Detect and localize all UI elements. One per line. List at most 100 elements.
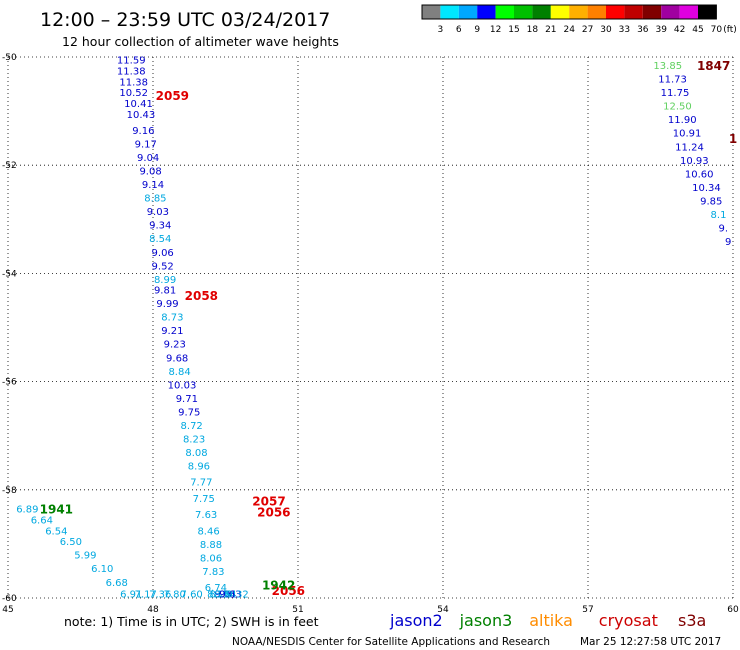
colorbar-swatch <box>422 5 441 19</box>
wave-height-point: 10.03 <box>168 380 197 391</box>
colorbar-swatch <box>440 5 459 19</box>
colorbar-label: 33 <box>619 25 630 35</box>
track-time-label: 2057 <box>252 495 285 509</box>
y-tick-label: -54 <box>2 269 17 279</box>
wave-height-point: 9.21 <box>161 326 183 337</box>
wave-height-point: 7.63 <box>195 510 217 521</box>
track-time-label: 1847 <box>697 59 730 73</box>
colorbar-swatch <box>514 5 533 19</box>
wave-height-point: 9.17 <box>135 140 157 151</box>
wave-height-point: 9.34 <box>149 221 171 232</box>
colorbar-label: 18 <box>527 25 539 35</box>
footer-timestamp: Mar 25 12:27:58 UTC 2017 <box>580 636 721 648</box>
x-tick-label: 48 <box>147 605 159 615</box>
wave-height-point: 8.99 <box>154 275 176 286</box>
colorbar-swatch <box>624 5 643 19</box>
wave-height-point: 8.96 <box>188 461 210 472</box>
footer-credit: NOAA/NESDIS Center for Satellite Applica… <box>232 636 550 648</box>
legend-jason2: jason2 <box>389 611 443 630</box>
colorbar-label: 15 <box>508 25 519 35</box>
wave-height-point: 7.77 <box>190 478 212 489</box>
colorbar-label: 42 <box>674 25 685 35</box>
y-tick-label: -60 <box>2 594 17 604</box>
wave-height-point: 9.14 <box>142 180 164 191</box>
wave-height-point: 7.17 <box>135 590 157 601</box>
colorbar-swatch <box>661 5 680 19</box>
wave-height-point: 9.23 <box>164 340 186 351</box>
wave-height-point: 8.15 <box>207 590 229 601</box>
colorbar-label: 24 <box>563 25 575 35</box>
wave-height-point: 7.83 <box>202 567 224 578</box>
wave-height-point: 10.93 <box>680 156 709 167</box>
wave-height-point: 11.73 <box>658 75 687 86</box>
wave-height-point: 8.72 <box>181 421 203 432</box>
colorbar-swatch <box>550 5 570 19</box>
data-points: 11.5911.3811.3810.5210.4110.439.169.179.… <box>16 56 731 601</box>
wave-height-point: 11.38 <box>117 67 146 78</box>
colorbar-label: 6 <box>456 25 462 35</box>
wave-height-point: 9.85 <box>700 196 722 207</box>
track-time-label: 2058 <box>185 289 218 303</box>
y-tick-label: -50 <box>2 53 17 63</box>
colorbar-swatch <box>495 5 514 19</box>
wave-height-point: 11.90 <box>668 115 697 126</box>
legend-altika: altika <box>529 611 573 630</box>
wave-height-point: 6.68 <box>106 578 128 589</box>
colorbar-label: 45 <box>692 25 703 35</box>
wave-height-point: 8.84 <box>168 367 190 378</box>
colorbar-label: 30 <box>600 25 612 35</box>
x-tick-label: 45 <box>2 605 13 615</box>
wave-height-point: 10.52 <box>119 88 148 99</box>
track-time-label: 1941 <box>40 503 73 517</box>
wave-height-point: 8.88 <box>200 540 222 551</box>
wave-height-point: 9.63 <box>219 590 241 601</box>
axis-ticks: 45 48 51 54 57 60 -50 -52 -54 -56 -58 -60 <box>2 53 739 615</box>
wave-height-point: 11.24 <box>675 142 704 153</box>
colorbar-label: 21 <box>545 25 556 35</box>
wave-height-point: 9.08 <box>139 167 161 178</box>
colorbar-label: 9 <box>474 25 480 35</box>
wave-height-point: 9.04 <box>137 153 159 164</box>
colorbar-swatch <box>458 5 478 19</box>
wave-height-point: 9.32 <box>226 590 248 601</box>
y-tick-label: -56 <box>2 378 17 388</box>
y-tick-label: -58 <box>2 486 17 496</box>
chart-title: 12:00 – 23:59 UTC 03/24/2017 <box>40 9 330 31</box>
wave-height-point: 8.64 <box>214 590 236 601</box>
colorbar-swatch <box>606 5 625 19</box>
wave-height-point: 11.75 <box>661 88 690 99</box>
track-time-label: 2059 <box>156 89 189 103</box>
track-time-label: 2056 <box>257 505 290 519</box>
colorbar-label: 27 <box>582 25 593 35</box>
colorbar-label: 36 <box>637 25 649 35</box>
wave-height-point: 8.06 <box>200 553 222 564</box>
wave-height-point: 9.68 <box>166 353 188 364</box>
colorbar-swatch <box>642 5 662 19</box>
colorbar-swatch <box>477 5 496 19</box>
y-tick-label: -52 <box>2 161 17 171</box>
wave-height-point: 10.91 <box>673 129 702 140</box>
wave-height-point: 9.06 <box>152 248 174 259</box>
chart-subtitle: 12 hour collection of altimeter wave hei… <box>62 34 339 49</box>
legend-s3a: s3a <box>678 611 706 630</box>
colorbar-label: 70 <box>711 25 723 35</box>
colorbar-swatch <box>679 5 698 19</box>
x-tick-label: 57 <box>582 605 593 615</box>
wave-height-point: 9. <box>719 223 729 234</box>
wave-height-point: 9.01 <box>214 590 236 601</box>
satellite-legend: jason2 jason3 altika cryosat s3a <box>389 611 706 630</box>
wave-height-point: 6.54 <box>45 526 67 537</box>
wave-height-point: 10.41 <box>124 99 153 110</box>
wave-height-point: 8.08 <box>185 448 207 459</box>
wave-height-point: 7.80 <box>164 590 186 601</box>
x-tick-label: 54 <box>437 605 449 615</box>
wave-height-point: 8.73 <box>161 313 183 324</box>
footer-note: note: 1) Time is in UTC; 2) SWH is in fe… <box>64 614 319 629</box>
colorbar-unit: (ft) <box>723 25 737 35</box>
track-time-label: 2056 <box>272 584 305 598</box>
plot-grid <box>7 56 734 599</box>
wave-height-point: 11.38 <box>119 77 148 88</box>
colorbar-swatch <box>587 5 606 19</box>
